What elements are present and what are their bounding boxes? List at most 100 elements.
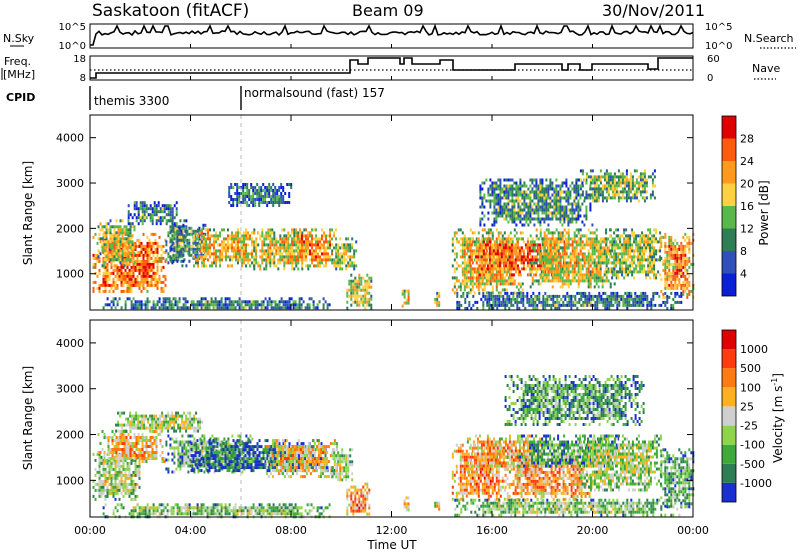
heatmap-cell [262, 183, 265, 186]
heatmap-cell [585, 267, 588, 271]
heatmap-cell [204, 297, 207, 301]
heatmap-cell [501, 214, 504, 218]
heatmap-cell [563, 211, 566, 215]
heatmap-cell [131, 222, 134, 226]
heatmap-cell [242, 183, 245, 186]
heatmap-cell [113, 255, 116, 259]
heatmap-cell [176, 244, 179, 248]
heatmap-cell [575, 228, 578, 232]
heatmap-cell [269, 231, 272, 235]
heatmap-cell [484, 243, 487, 247]
heatmap-cell [579, 208, 582, 212]
heatmap-cell [577, 217, 580, 221]
heatmap-cell [483, 223, 486, 227]
heatmap-cell [232, 198, 235, 201]
heatmap-cell [571, 270, 574, 274]
heatmap-cell [245, 243, 247, 247]
heatmap-cell [140, 289, 143, 293]
heatmap-cell [347, 243, 350, 247]
heatmap-cell [641, 270, 644, 274]
heatmap-cell [668, 244, 671, 248]
heatmap-cell [105, 234, 108, 238]
heatmap-cell [498, 261, 501, 265]
heatmap-cell [589, 231, 592, 235]
heatmap-cell [625, 234, 628, 238]
heatmap-cell [567, 202, 570, 206]
heatmap-cell [493, 190, 496, 194]
heatmap-cell [309, 240, 311, 244]
heatmap-cell [130, 277, 133, 281]
heatmap-cell [303, 255, 305, 259]
heatmap-cell [501, 196, 504, 200]
heatmap-cell [577, 261, 580, 265]
heatmap-cell [146, 241, 149, 245]
heatmap-cell [267, 237, 270, 241]
heatmap-cell [209, 264, 211, 268]
heatmap-cell [499, 231, 502, 235]
heatmap-cell [111, 234, 114, 238]
heatmap-cell [362, 297, 365, 301]
heatmap-cell [366, 303, 369, 307]
heatmap-cell [329, 237, 331, 241]
heatmap-cell [517, 187, 520, 191]
heatmap-cell [674, 274, 677, 278]
heatmap-cell [220, 306, 223, 310]
heatmap-cell [591, 255, 594, 259]
heatmap-cell [664, 247, 667, 251]
heatmap-cell [555, 243, 558, 247]
heatmap-cell [676, 250, 679, 254]
heatmap-cell [635, 243, 638, 247]
heatmap-cell [175, 201, 178, 205]
heatmap-cell [142, 277, 145, 281]
heatmap-cell [473, 291, 476, 295]
heatmap-cell [583, 243, 586, 247]
heatmap-cell [277, 249, 280, 253]
heatmap-cell [146, 247, 149, 251]
heatmap-cell [150, 250, 153, 254]
heatmap-cell [496, 267, 499, 271]
heatmap-cell [130, 265, 133, 269]
heatmap-cell [268, 192, 271, 195]
heatmap-cell [547, 228, 550, 232]
heatmap-cell [356, 282, 359, 286]
heatmap-cell [459, 264, 462, 268]
heatmap-cell [627, 246, 630, 250]
heatmap-cell [559, 184, 562, 188]
heatmap-cell [134, 280, 137, 284]
heatmap-cell [631, 258, 634, 262]
heatmap-cell [202, 297, 205, 301]
heatmap-cell [129, 237, 132, 241]
heatmap-cell [508, 273, 511, 277]
heatmap-cell [521, 211, 524, 215]
heatmap-cell [589, 178, 592, 182]
heatmap-cell [649, 240, 652, 244]
heatmap-cell [236, 192, 239, 195]
heatmap-cell [317, 243, 319, 247]
heatmap-cell [117, 237, 120, 241]
heatmap-cell [577, 243, 580, 247]
heatmap-cell [136, 306, 139, 310]
heatmap-cell [151, 213, 154, 217]
heatmap-cell [92, 253, 95, 257]
heatmap-cell [551, 205, 554, 209]
heatmap-cell [309, 264, 311, 268]
heatmap-cell [516, 264, 519, 268]
heatmap-cell [486, 252, 489, 256]
heatmap-cell [567, 273, 570, 277]
heatmap-cell [350, 291, 353, 295]
heatmap-cell [672, 283, 675, 287]
heatmap-cell [549, 196, 552, 200]
heatmap-cell [497, 279, 500, 283]
heatmap-cell [682, 256, 685, 260]
heatmap-cell [362, 300, 365, 304]
heatmap-cell [581, 184, 584, 188]
heatmap-cell [676, 283, 679, 287]
heatmap-cell [245, 249, 247, 253]
heatmap-cell [672, 274, 675, 278]
heatmap-cell [569, 258, 572, 262]
heatmap-cell [451, 276, 454, 280]
heatmap-cell [329, 234, 331, 238]
heatmap-cell [119, 249, 122, 253]
heatmap-cell [607, 178, 610, 182]
heatmap-cell [321, 237, 323, 241]
